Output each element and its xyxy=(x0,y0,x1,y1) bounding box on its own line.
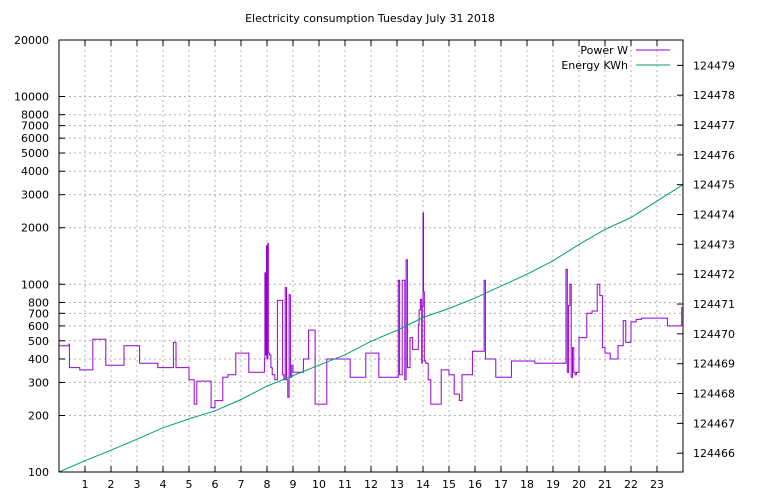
y2-tick-label: 124469 xyxy=(693,358,735,371)
y2-tick-label: 124473 xyxy=(693,238,735,251)
y-tick-label: 400 xyxy=(28,353,49,366)
x-tick-label: 6 xyxy=(212,478,219,491)
y2-tick-label: 124472 xyxy=(693,268,735,281)
x-tick-label: 13 xyxy=(390,478,404,491)
x-tick-label: 16 xyxy=(468,478,482,491)
series-layer xyxy=(58,184,684,473)
x-tick-label: 4 xyxy=(160,478,167,491)
y-tick-label: 800 xyxy=(28,296,49,309)
y-tick-label: 6000 xyxy=(21,132,49,145)
series-line-2 xyxy=(58,184,684,473)
legend: Power W Energy KWh xyxy=(561,44,670,72)
y-tick-label: 8000 xyxy=(21,109,49,122)
y2-tick-label: 124476 xyxy=(693,149,735,162)
legend-label: Energy KWh xyxy=(561,59,628,72)
x-tick-label: 21 xyxy=(598,478,612,491)
y-tick-label: 20000 xyxy=(14,34,49,47)
x-tick-label: 12 xyxy=(364,478,378,491)
y-tick-label: 10000 xyxy=(14,91,49,104)
y2-tick-label: 124475 xyxy=(693,179,735,192)
x-tick-label: 15 xyxy=(442,478,456,491)
x-tick-label: 23 xyxy=(650,478,664,491)
x-tick-label: 19 xyxy=(546,478,560,491)
x-tick-label: 2 xyxy=(108,478,115,491)
y-tick-label: 700 xyxy=(28,307,49,320)
x-tick-label: 3 xyxy=(134,478,141,491)
y-tick-label: 5000 xyxy=(21,147,49,160)
y2-tick-label: 124478 xyxy=(693,89,735,102)
grid xyxy=(59,40,683,472)
x-tick-label: 22 xyxy=(624,478,638,491)
y2-tick-label: 124468 xyxy=(693,388,735,401)
plot-frame xyxy=(58,39,684,473)
y2-tick-label: 124470 xyxy=(693,328,735,341)
y-tick-label: 1000 xyxy=(21,278,49,291)
x-tick-label: 5 xyxy=(186,478,193,491)
y-tick-label: 7000 xyxy=(21,120,49,133)
series-line-1 xyxy=(59,212,683,409)
y2-tick-label: 124474 xyxy=(693,209,735,222)
y-tick-label: 3000 xyxy=(21,189,49,202)
y-tick-label: 100 xyxy=(28,466,49,479)
y-tick-label: 600 xyxy=(28,320,49,333)
x-tick-label: 8 xyxy=(264,478,271,491)
y-tick-label: 2000 xyxy=(21,222,49,235)
x-tick-label: 10 xyxy=(312,478,326,491)
x-tick-label: 11 xyxy=(338,478,352,491)
x-tick-label: 1 xyxy=(82,478,89,491)
chart-title: Electricity consumption Tuesday July 31 … xyxy=(245,12,495,25)
y2-tick-label: 124477 xyxy=(693,119,735,132)
x-tick-label: 17 xyxy=(494,478,508,491)
y2-tick-label: 124466 xyxy=(693,447,735,460)
legend-label: Power W xyxy=(580,44,628,57)
x-tick-label: 9 xyxy=(290,478,297,491)
y2-tick-label: 124479 xyxy=(693,59,735,72)
x-tick-label: 14 xyxy=(416,478,430,491)
x-tick-label: 7 xyxy=(238,478,245,491)
y-tick-label: 500 xyxy=(28,335,49,348)
x-tick-label: 18 xyxy=(520,478,534,491)
y-tick-label: 200 xyxy=(28,409,49,422)
axis-ticks: 1 2 3 4 5 6 7 8 9 10 11 12 13 14 15 16 17 18 19 20 21 22 23100… xyxy=(14,34,735,491)
y-tick-label: 4000 xyxy=(21,165,49,178)
x-tick-label: 20 xyxy=(572,478,586,491)
y2-tick-label: 124467 xyxy=(693,417,735,430)
y-tick-label: 300 xyxy=(28,376,49,389)
y2-tick-label: 124471 xyxy=(693,298,735,311)
